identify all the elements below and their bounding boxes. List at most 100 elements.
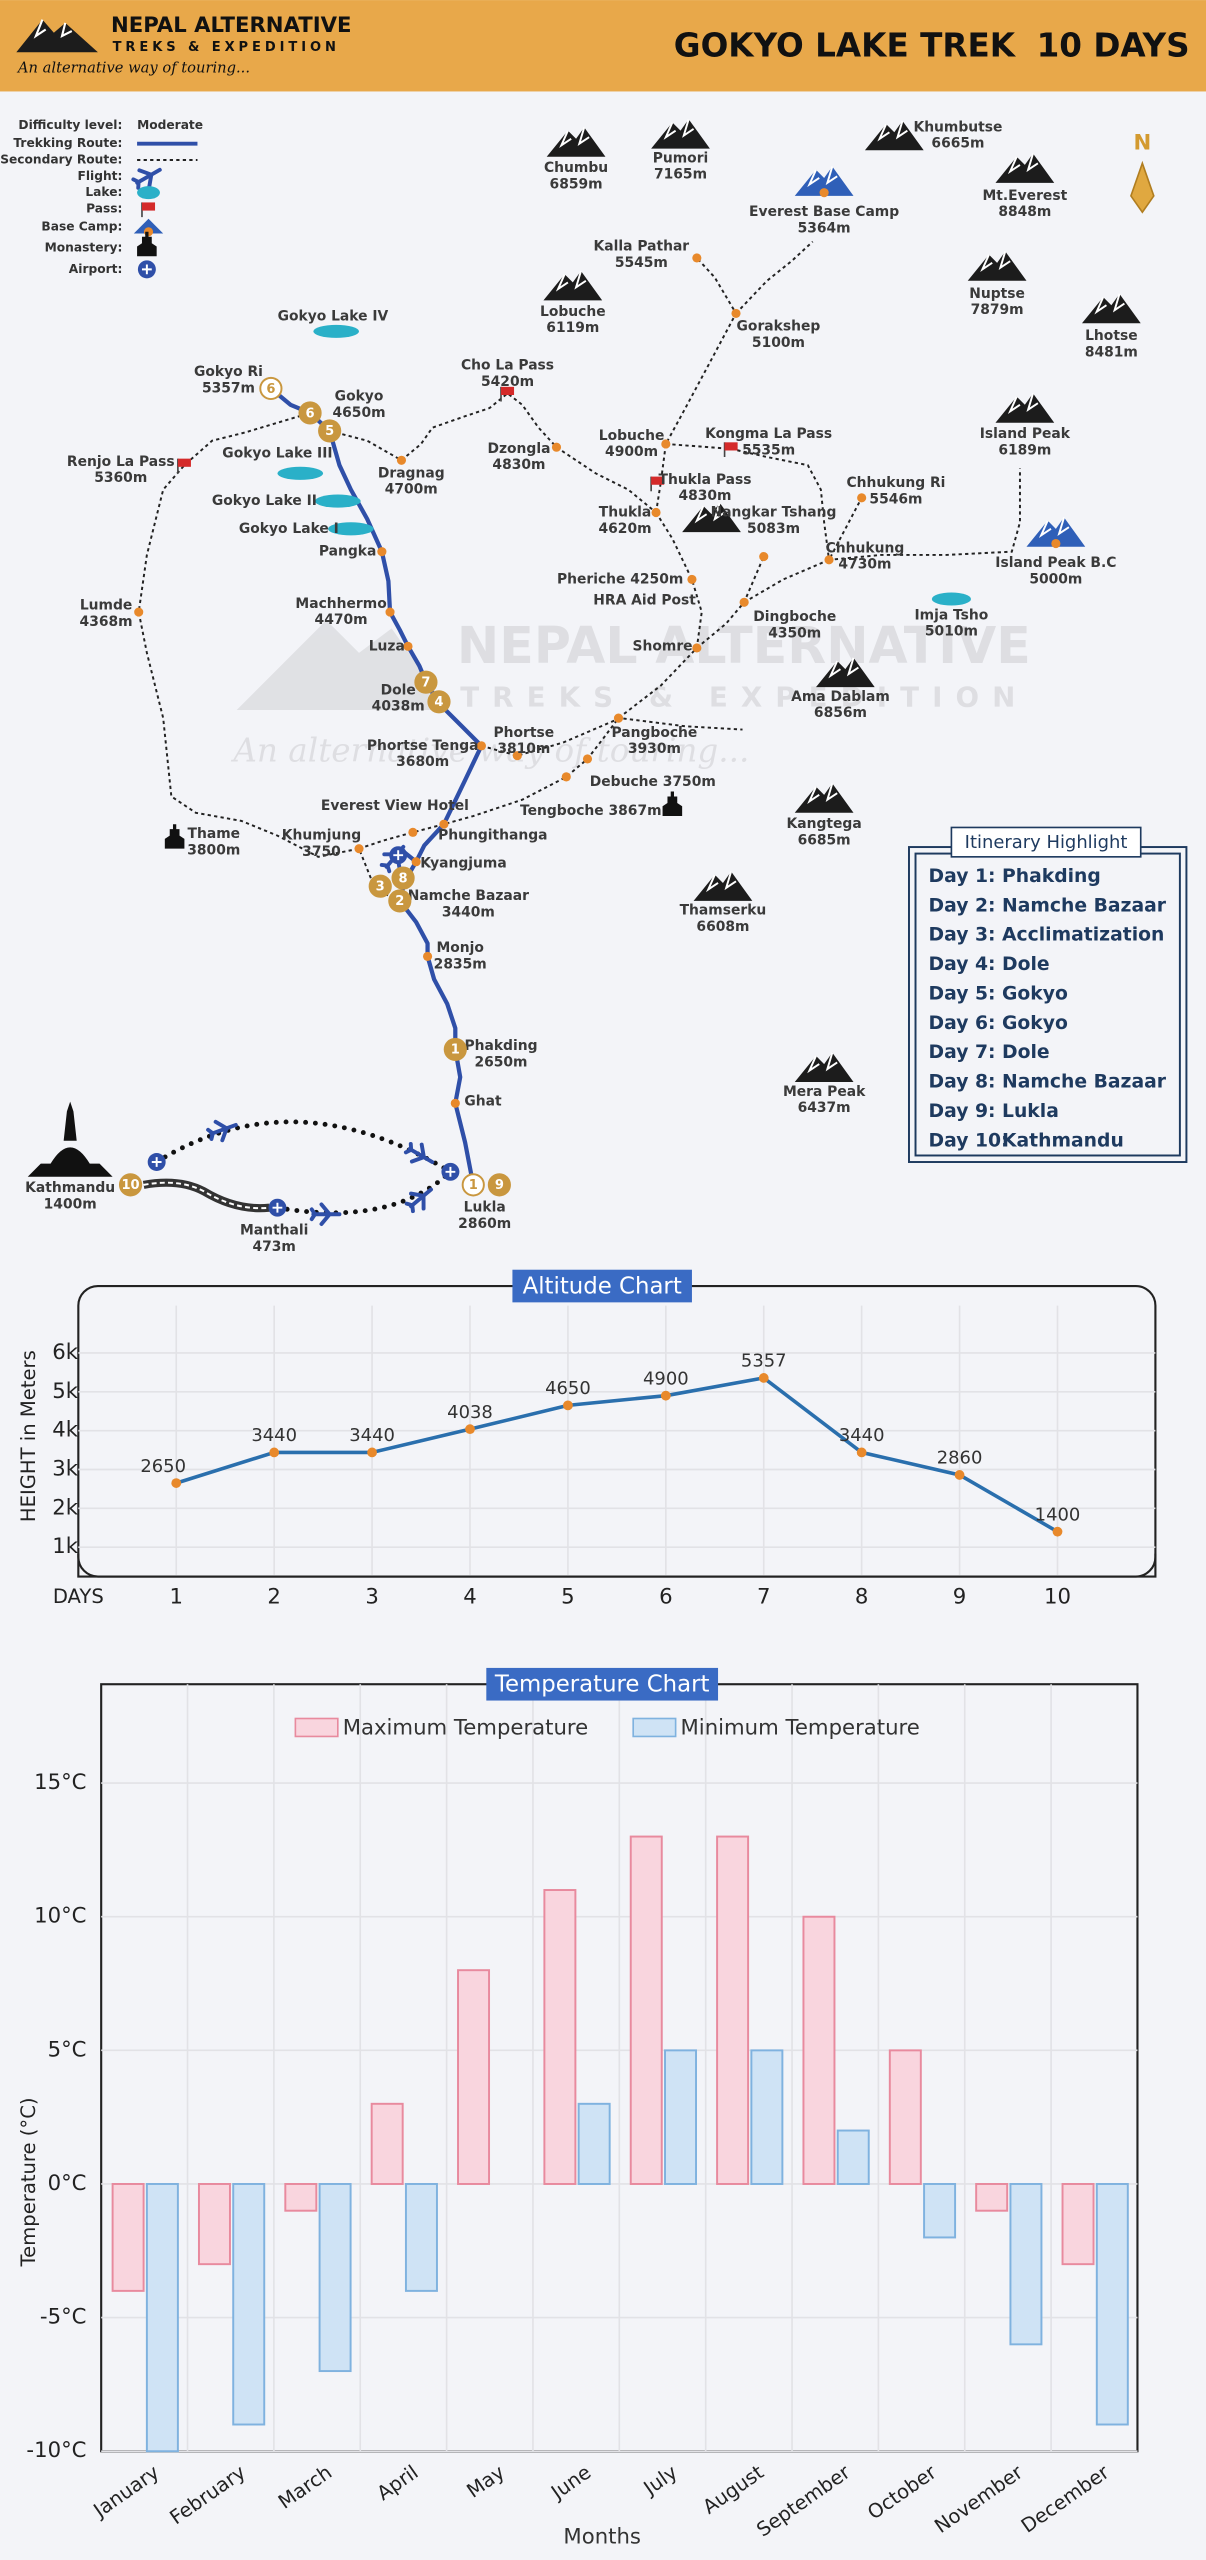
place-name: Monjo — [436, 940, 483, 956]
day-marker — [298, 401, 322, 425]
x-tick-label: 2 — [267, 1585, 281, 1610]
place-name: Mera Peak — [783, 1084, 866, 1100]
place-elevation: 4900m — [605, 444, 658, 460]
place-name: Gokyo Lake III — [222, 446, 332, 462]
place-name: Everest Base Camp — [749, 204, 899, 220]
logo — [16, 19, 98, 53]
day-marker — [487, 1173, 511, 1197]
itinerary-day: Day 5: — [929, 983, 996, 1004]
x-tick-label: April — [373, 2461, 423, 2506]
place-elevation: 4700m — [385, 482, 438, 498]
chart-title-tab — [512, 1269, 692, 1303]
tagline: An alternative way of touring... — [16, 60, 250, 77]
pass-flag — [501, 386, 515, 396]
place-name: Cho La Pass — [461, 358, 554, 374]
place-dot — [857, 493, 867, 503]
lake — [931, 592, 972, 606]
place-name: Khumjung — [282, 828, 361, 844]
place-elevation: 5360m — [94, 470, 147, 486]
place-name: Dingboche — [753, 609, 836, 625]
day-marker-label: 6 — [306, 406, 315, 421]
place-name: Thamserku — [680, 903, 767, 919]
place-elevation: 4620m — [599, 521, 652, 537]
place-elevation: 5010m — [925, 624, 978, 640]
x-tick-label: August — [699, 2460, 769, 2518]
altitude-point — [563, 1400, 573, 1411]
peak-snow — [807, 166, 838, 188]
altitude-point — [465, 1424, 475, 1435]
secondary-route — [665, 442, 1021, 561]
trek-duration: 10 DAYS — [1037, 26, 1190, 64]
place-dot — [661, 439, 671, 449]
place-dot — [134, 607, 144, 617]
y-tick-label: 5k — [52, 1379, 78, 1404]
place-name: Gorakshep — [737, 318, 821, 334]
place-name: Lukla — [464, 1200, 506, 1216]
road-marking — [143, 1181, 270, 1210]
place-dot — [396, 455, 407, 465]
place-dot — [613, 713, 624, 723]
airport-plane — [141, 264, 152, 275]
itinerary-day: Day 1: — [929, 866, 996, 887]
peak-snow — [807, 783, 838, 805]
place-dot — [476, 741, 486, 751]
y-tick-label: 6k — [52, 1340, 78, 1365]
place-dot — [731, 308, 741, 318]
place-dot — [411, 857, 421, 867]
place-elevation: 4038m — [372, 699, 425, 715]
place-elevation: 5000m — [1029, 571, 1082, 587]
place-dot — [692, 253, 702, 263]
place-dot — [687, 574, 697, 584]
lake — [313, 324, 360, 338]
place-name: Phungithanga — [438, 828, 547, 844]
place-name: Kathmandu — [25, 1180, 115, 1196]
itinerary-title: Itinerary Highlight — [965, 832, 1128, 853]
legend-label: Maximum Temperature — [343, 1715, 589, 1740]
peak-icon — [995, 393, 1055, 423]
legend-label: Flight: — [77, 169, 122, 183]
place-dot — [819, 188, 829, 198]
plane — [309, 1202, 342, 1226]
x-tick-label: July — [638, 2461, 682, 2501]
watermark-sub: TREKS & EXPEDITION — [460, 681, 1028, 714]
day-marker — [118, 1173, 143, 1197]
value-label: 3440 — [251, 1425, 297, 1446]
bar — [232, 2183, 266, 2426]
place-name: Ghat — [464, 1094, 502, 1110]
pass-flag — [141, 202, 156, 211]
place-dot — [422, 951, 433, 961]
pass-flag — [177, 458, 191, 467]
place-dot — [551, 442, 562, 452]
place-name: Dole — [381, 682, 416, 698]
place-name: Pheriche 4250m — [557, 571, 683, 587]
day-marker-label: 2 — [395, 894, 404, 909]
itinerary-place: Namche Bazaar — [1002, 895, 1167, 916]
place-dot — [439, 819, 449, 829]
peak-snow — [559, 127, 590, 149]
peak-snow — [694, 502, 726, 524]
x-tick-label: March — [274, 2461, 336, 2514]
legend-label: Airport: — [69, 262, 123, 276]
place-name: HRA Aid Post — [593, 593, 696, 609]
place-name: Lumde — [80, 598, 132, 614]
place-name: Phortse Tenga — [367, 738, 479, 754]
peak-icon — [794, 166, 854, 196]
place-elevation: 1400m — [44, 1196, 97, 1212]
place-dot — [408, 827, 418, 837]
peak-icon — [1026, 517, 1086, 547]
day-marker-label: 4 — [434, 695, 443, 710]
altitude-point — [1052, 1526, 1063, 1537]
place-elevation: 6685m — [798, 833, 851, 849]
place-elevation: 4350m — [768, 625, 821, 641]
peak-snow — [1094, 293, 1125, 315]
peak-snow — [705, 871, 737, 893]
place-name: Lobuche — [599, 428, 665, 444]
place-elevation: 4730m — [838, 557, 891, 573]
place-dot — [824, 555, 834, 565]
place-dot — [1051, 538, 1061, 549]
plane — [404, 1187, 433, 1214]
peak-icon — [864, 120, 924, 151]
place-dot — [561, 772, 571, 782]
day-marker — [391, 866, 415, 890]
place-elevation: 6856m — [814, 705, 867, 721]
